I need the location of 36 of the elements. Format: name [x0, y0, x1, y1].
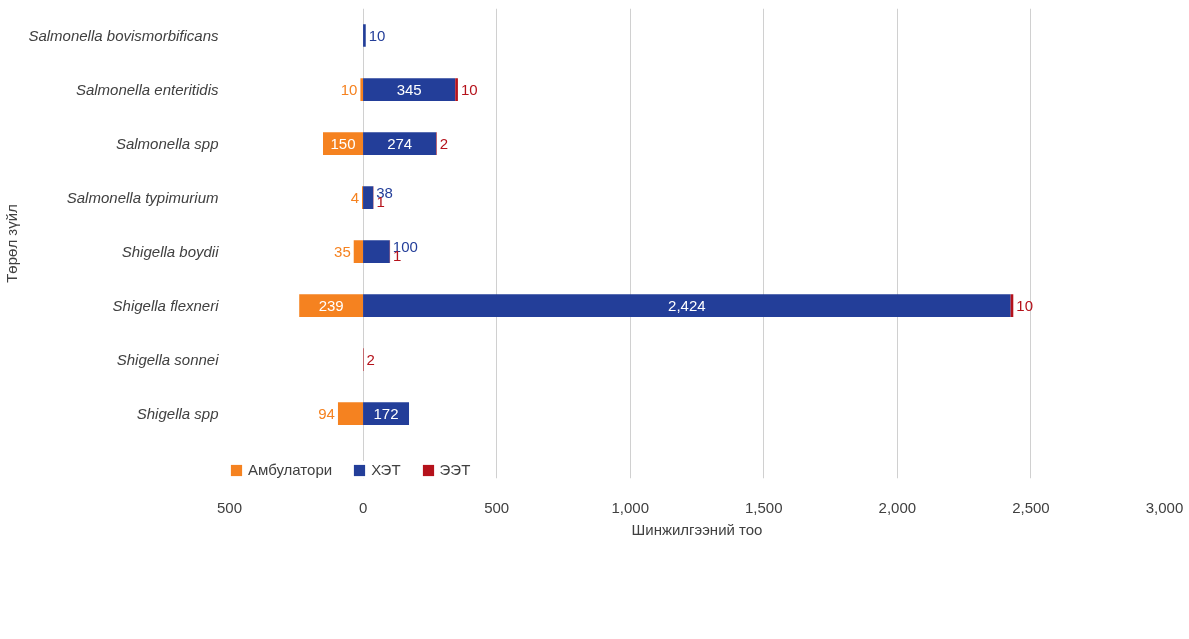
data-label: 2 [439, 134, 449, 152]
y-tick-label: Shigella boydii [121, 243, 220, 261]
data-label: 2 [366, 350, 375, 368]
data-label: 35 [334, 242, 351, 260]
data-label: 94 [318, 404, 335, 422]
legend-label: ЭЭТ [439, 461, 471, 478]
x-axis-title: Шинжилгээний тоо [631, 520, 763, 538]
data-label: 4 [350, 188, 359, 206]
legend-label: ХЭТ [371, 461, 401, 478]
x-tick-label: 2,000 [878, 498, 917, 516]
x-tick-label: 500 [216, 498, 243, 516]
x-tick-label: 1,000 [611, 498, 649, 516]
y-tick-label: Shigella flexneri [112, 297, 220, 315]
x-tick-label: 2,500 [1012, 498, 1050, 516]
data-label: 239 [318, 296, 344, 314]
data-label: 10 [368, 26, 386, 44]
x-tick-label: 0 [358, 498, 368, 516]
y-tick-label: Salmonella spp [115, 135, 219, 153]
data-label: 150 [330, 134, 356, 152]
y-axis-title: Төрөл зүйл [3, 204, 21, 283]
y-tick-label: Salmonella enteritidis [75, 81, 219, 99]
x-tick-label: 500 [484, 498, 510, 516]
y-tick-label: Salmonella typimurium [66, 189, 219, 207]
data-label: 10 [460, 80, 478, 98]
data-label: 345 [396, 80, 422, 98]
y-tick-label: Salmonella bovismorbificans [28, 27, 219, 45]
data-label: 10 [340, 80, 358, 98]
y-tick-label: Shigella spp [136, 405, 219, 423]
data-label: 274 [387, 134, 413, 152]
data-label: 2,424 [668, 296, 706, 314]
data-label: 10 [1016, 296, 1033, 314]
data-label: 172 [373, 404, 399, 422]
y-tick-label: Shigella sonnei [116, 351, 220, 369]
x-tick-label: 1,500 [745, 498, 783, 516]
x-tick-label: 3,000 [1145, 498, 1184, 516]
legend-label: Амбулатори [248, 461, 333, 478]
